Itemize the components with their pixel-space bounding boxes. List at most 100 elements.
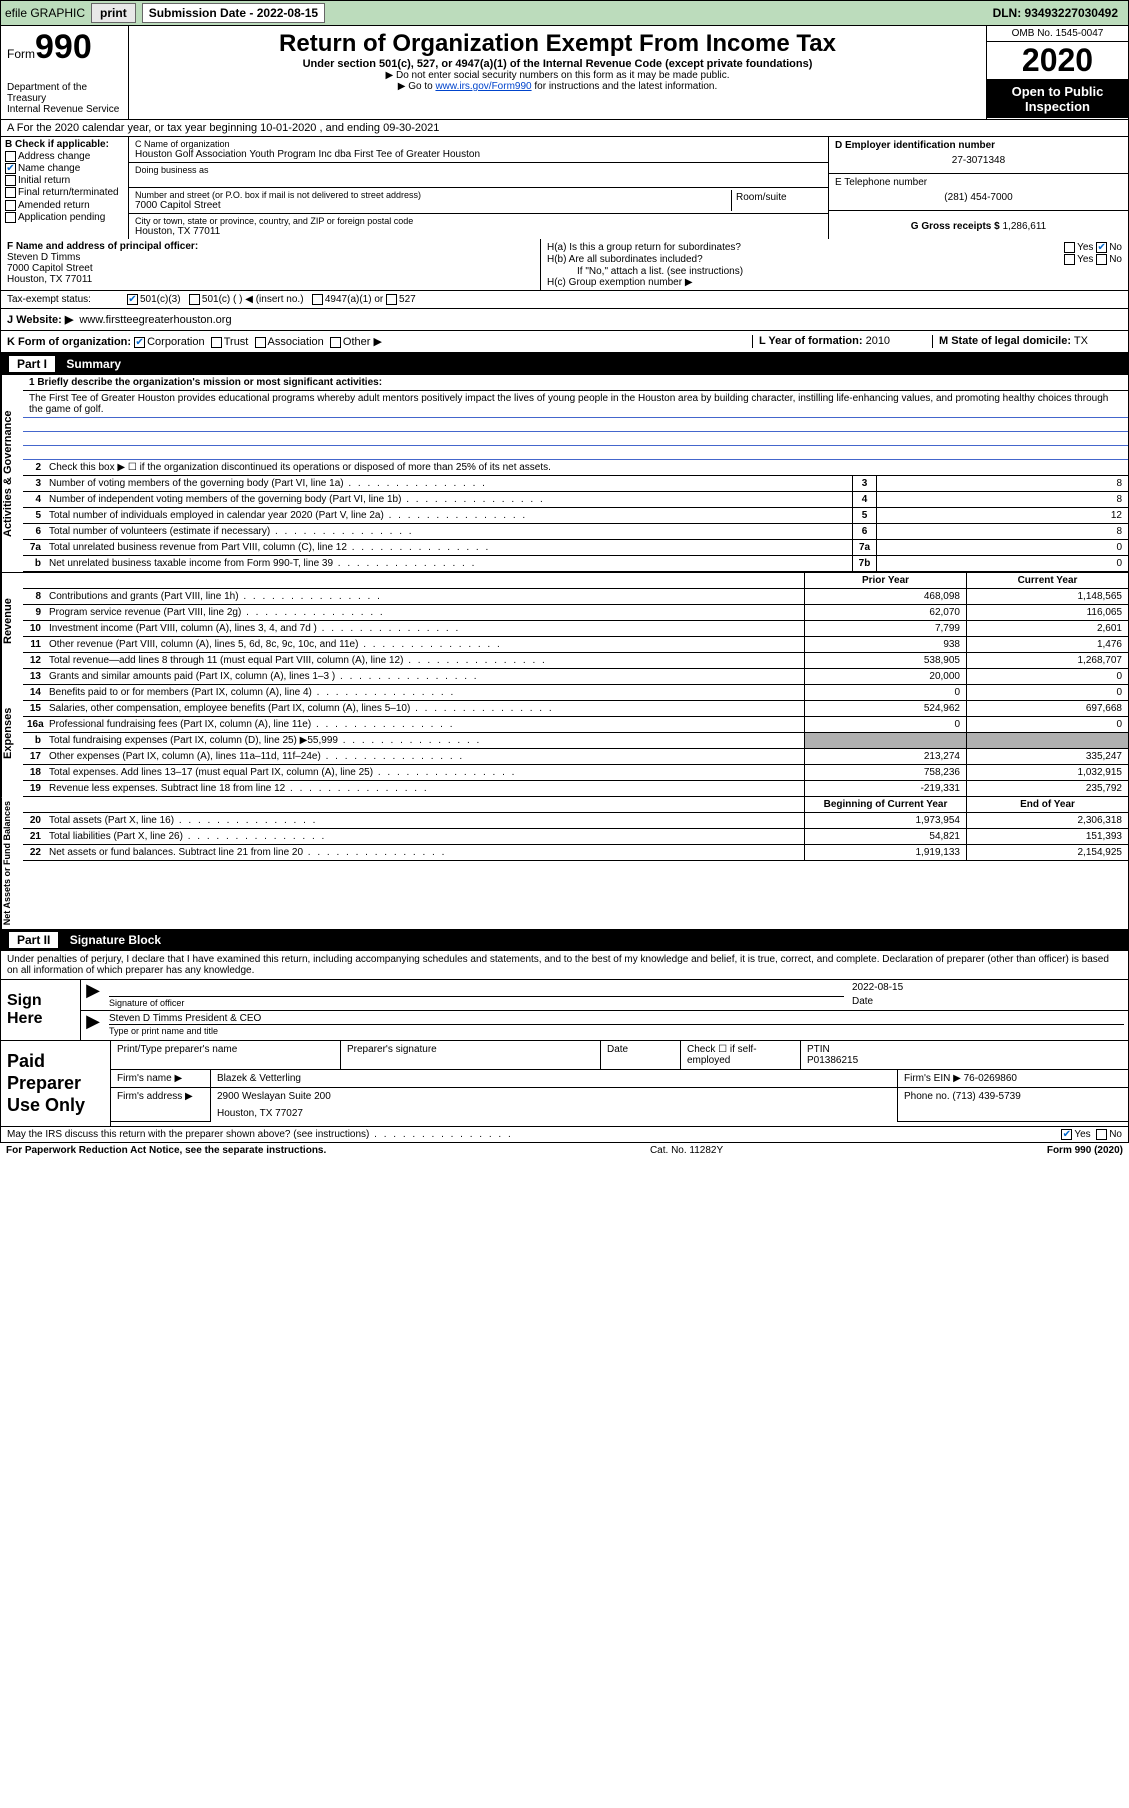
table-row: 16aProfessional fundraising fees (Part I…	[23, 717, 1128, 733]
prep-sig-label: Preparer's signature	[341, 1041, 601, 1069]
arrow-icon: ▶	[81, 980, 105, 1010]
tax-status-label: Tax-exempt status:	[7, 294, 127, 305]
firm-ein-label: Firm's EIN ▶	[904, 1073, 961, 1084]
ein-value: 27-3071348	[835, 151, 1122, 170]
table-row: 6Total number of volunteers (estimate if…	[23, 524, 1128, 540]
officer-name: Steven D Timms	[7, 252, 534, 263]
line-a: A For the 2020 calendar year, or tax yea…	[0, 120, 1129, 137]
chk-name[interactable]: Name change	[5, 163, 124, 174]
side-activities: Activities & Governance	[1, 375, 23, 572]
side-net: Net Assets or Fund Balances	[1, 797, 23, 929]
dept-label: Department of the Treasury	[7, 82, 122, 104]
boy-hdr: Beginning of Current Year	[804, 797, 966, 812]
blank-line	[23, 432, 1128, 446]
top-bar: efile GRAPHIC print Submission Date - 20…	[0, 0, 1129, 26]
part2-header: Part II Signature Block	[0, 929, 1129, 951]
website-row: J Website: ▶ www.firstteegreaterhouston.…	[0, 309, 1129, 331]
table-row: 7aTotal unrelated business revenue from …	[23, 540, 1128, 556]
ha-label: H(a) Is this a group return for subordin…	[547, 242, 741, 253]
ptin-value: P01386215	[807, 1055, 858, 1066]
perjury-text: Under penalties of perjury, I declare th…	[0, 951, 1129, 980]
officer-addr1: 7000 Capitol Street	[7, 263, 534, 274]
phone-value: (713) 439-5739	[952, 1091, 1020, 1102]
col-b-header: B Check if applicable:	[5, 139, 124, 150]
org-name: Houston Golf Association Youth Program I…	[135, 149, 822, 160]
irs-link[interactable]: www.irs.gov/Form990	[435, 81, 531, 92]
q2-text: Check this box ▶ ☐ if the organization d…	[45, 460, 1128, 475]
table-row: 5Total number of individuals employed in…	[23, 508, 1128, 524]
phone-label: Phone no.	[904, 1091, 950, 1102]
table-row: 22Net assets or fund balances. Subtract …	[23, 845, 1128, 861]
print-button[interactable]: print	[91, 3, 136, 23]
net-section: Net Assets or Fund Balances Beginning of…	[0, 797, 1129, 929]
ptin-label: PTIN	[807, 1044, 830, 1055]
chk-other[interactable]	[330, 337, 341, 348]
q1-label: 1 Briefly describe the organization's mi…	[23, 375, 1128, 391]
k-label: K Form of organization:	[7, 336, 131, 348]
blank-line	[23, 446, 1128, 460]
discuss-row: May the IRS discuss this return with the…	[0, 1127, 1129, 1143]
sign-here-label: Sign Here	[1, 980, 81, 1040]
footer: For Paperwork Reduction Act Notice, see …	[0, 1143, 1129, 1158]
chk-address[interactable]: Address change	[5, 151, 124, 162]
chk-amended[interactable]: Amended return	[5, 200, 124, 211]
paid-preparer-label: Paid Preparer Use Only	[1, 1041, 111, 1126]
l-label: L Year of formation:	[759, 335, 863, 347]
table-row: 21Total liabilities (Part X, line 26)54,…	[23, 829, 1128, 845]
current-year-hdr: Current Year	[966, 573, 1128, 588]
table-row: 18Total expenses. Add lines 13–17 (must …	[23, 765, 1128, 781]
chk-final[interactable]: Final return/terminated	[5, 187, 124, 198]
side-revenue: Revenue	[1, 573, 23, 669]
part1-num: Part I	[9, 356, 55, 372]
gross-value: 1,286,611	[1002, 221, 1046, 232]
table-row: bTotal fundraising expenses (Part IX, co…	[23, 733, 1128, 749]
prep-date-label: Date	[601, 1041, 681, 1069]
officer-h-row: F Name and address of principal officer:…	[0, 239, 1129, 291]
hb-label: H(b) Are all subordinates included?	[547, 254, 703, 265]
chk-assoc[interactable]	[255, 337, 266, 348]
efile-label: efile GRAPHIC	[5, 6, 85, 20]
sig-officer-label: Signature of officer	[109, 996, 844, 1008]
officer-label: F Name and address of principal officer:	[7, 241, 534, 252]
form-header: Form990 Department of the Treasury Inter…	[0, 26, 1129, 120]
discuss-q: May the IRS discuss this return with the…	[7, 1129, 513, 1140]
firm-name-label: Firm's name ▶	[111, 1070, 211, 1087]
table-row: 9Program service revenue (Part VIII, lin…	[23, 605, 1128, 621]
table-row: 19Revenue less expenses. Subtract line 1…	[23, 781, 1128, 797]
tax-year: 2020	[987, 42, 1128, 80]
chk-pending[interactable]: Application pending	[5, 212, 124, 223]
form-ref: Form 990 (2020)	[1047, 1145, 1123, 1156]
chk-527[interactable]	[386, 294, 397, 305]
chk-501c3[interactable]	[127, 294, 138, 305]
form-title: Return of Organization Exempt From Incom…	[137, 30, 978, 58]
chk-501c[interactable]	[189, 294, 200, 305]
arrow-icon: ▶	[81, 1011, 105, 1038]
discuss-no[interactable]	[1096, 1129, 1107, 1140]
chk-initial[interactable]: Initial return	[5, 175, 124, 186]
tax-status-row: Tax-exempt status: 501(c)(3) 501(c) ( ) …	[0, 291, 1129, 309]
side-expenses: Expenses	[1, 669, 23, 797]
org-city: Houston, TX 77011	[135, 226, 822, 237]
activities-section: Activities & Governance 1 Briefly descri…	[0, 375, 1129, 572]
blank-line	[23, 418, 1128, 432]
chk-4947[interactable]	[312, 294, 323, 305]
cat-no: Cat. No. 11282Y	[326, 1145, 1047, 1156]
expenses-section: Expenses 13Grants and similar amounts pa…	[0, 669, 1129, 797]
irs-label: Internal Revenue Service	[7, 104, 122, 115]
officer-typed-name: Steven D Timms President & CEO	[109, 1013, 1124, 1024]
mission-text: The First Tee of Greater Houston provide…	[23, 391, 1128, 418]
table-row: 12Total revenue—add lines 8 through 11 (…	[23, 653, 1128, 669]
row-k: K Form of organization: Corporation Trus…	[0, 331, 1129, 353]
discuss-yes[interactable]	[1061, 1129, 1072, 1140]
website-value: www.firstteegreaterhouston.org	[79, 314, 231, 326]
prior-year-hdr: Prior Year	[804, 573, 966, 588]
revenue-section: Revenue Prior YearCurrent Year 8Contribu…	[0, 572, 1129, 669]
chk-corp[interactable]	[134, 337, 145, 348]
chk-trust[interactable]	[211, 337, 222, 348]
firm-ein: 76-0269860	[964, 1073, 1017, 1084]
col-c: C Name of organization Houston Golf Asso…	[129, 137, 828, 239]
table-row: 3Number of voting members of the governi…	[23, 476, 1128, 492]
firm-city: Houston, TX 77027	[217, 1108, 891, 1119]
table-row: 14Benefits paid to or for members (Part …	[23, 685, 1128, 701]
m-label: M State of legal domicile:	[939, 335, 1071, 347]
